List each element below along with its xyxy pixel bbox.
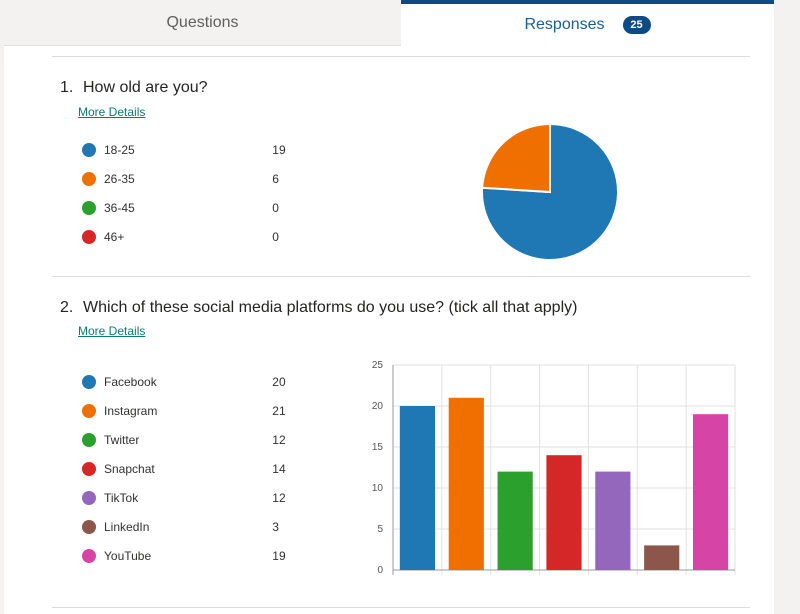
legend-label: 46+: [104, 230, 125, 244]
question-2-number: 2.: [60, 299, 74, 316]
question-1-title: 1. How old are you?: [60, 79, 208, 97]
legend-count: 19: [272, 143, 286, 157]
window-frame-left: [0, 0, 4, 614]
legend-count: 0: [272, 201, 279, 215]
legend-item: TikTok 12: [82, 488, 302, 508]
legend-dot: [82, 491, 96, 505]
section-divider: [52, 276, 750, 277]
legend-count: 21: [272, 404, 286, 418]
legend-count: 0: [272, 230, 279, 244]
legend-dot: [82, 375, 96, 389]
legend-item: Twitter 12: [82, 430, 302, 450]
legend-count: 3: [272, 520, 279, 534]
legend-item: 46+ 0: [82, 227, 302, 247]
tab-questions[interactable]: Questions: [4, 0, 401, 46]
legend-label: 18-25: [104, 143, 135, 157]
legend-item: 36-45 0: [82, 198, 302, 218]
legend-count: 20: [272, 375, 286, 389]
legend-item: Instagram 21: [82, 401, 302, 421]
legend-count: 6: [272, 172, 279, 186]
bar-Facebook: [399, 406, 436, 570]
bar-YouTube: [692, 414, 729, 570]
bar-Instagram: [448, 397, 484, 570]
legend-label: LinkedIn: [104, 520, 150, 534]
legend-label: Facebook: [104, 375, 157, 389]
legend-item: YouTube 19: [82, 546, 302, 566]
bar-Twitter: [497, 471, 533, 570]
legend-label: TikTok: [104, 491, 139, 505]
section-divider: [52, 607, 750, 608]
legend-dot: [82, 549, 96, 563]
question-2-more-details-link[interactable]: More Details: [78, 324, 146, 338]
legend-dot: [82, 172, 96, 186]
y-tick-label: 10: [372, 483, 384, 494]
legend-item: 26-35 6: [82, 169, 302, 189]
legend-dot: [82, 201, 96, 215]
legend-dot: [82, 404, 96, 418]
legend-item: Snapchat 14: [82, 459, 302, 479]
question-2-text: Which of these social media platforms do…: [83, 299, 578, 316]
legend-label: 26-35: [104, 172, 135, 186]
legend-item: 18-25 19: [82, 140, 302, 160]
tab-responses-label: Responses: [524, 16, 605, 33]
legend-dot: [82, 230, 96, 244]
y-tick-label: 20: [372, 401, 384, 412]
legend-item: LinkedIn 3: [82, 517, 302, 537]
y-tick-label: 0: [377, 565, 383, 576]
legend-count: 19: [272, 549, 286, 563]
tab-bar: Questions Responses 25: [4, 0, 774, 46]
y-tick-label: 5: [377, 524, 383, 535]
tab-questions-label: Questions: [166, 13, 239, 31]
legend-label: Twitter: [104, 433, 140, 447]
y-tick-label: 25: [372, 360, 384, 371]
legend-count: 12: [272, 491, 286, 505]
legend-dot: [82, 520, 96, 534]
bar-TikTok: [595, 471, 631, 570]
legend-label: Instagram: [104, 404, 158, 418]
y-tick-label: 15: [372, 442, 384, 453]
tab-responses[interactable]: Responses 25: [401, 0, 774, 46]
question-1-more-details-link[interactable]: More Details: [78, 105, 146, 119]
legend-item: Facebook 20: [82, 372, 302, 392]
platforms-bar-chart: 0 5 10 15 20 25: [372, 360, 736, 576]
responses-count-badge: 25: [622, 16, 651, 34]
legend-dot: [82, 462, 96, 476]
question-1-text: How old are you?: [83, 79, 208, 96]
pie-slice-26-35: [481, 122, 551, 194]
bar-LinkedIn: [644, 545, 680, 570]
legend-dot: [82, 143, 96, 157]
bar-Snapchat: [546, 455, 582, 570]
question-2-title: 2. Which of these social media platforms …: [60, 299, 577, 317]
legend-count: 12: [272, 433, 286, 447]
legend-count: 14: [272, 462, 286, 476]
section-divider: [52, 56, 750, 57]
window-frame-right: [774, 0, 800, 614]
age-pie-chart: [481, 122, 619, 261]
legend-label: Snapchat: [104, 462, 155, 476]
legend-label: YouTube: [104, 549, 152, 563]
legend-dot: [82, 433, 96, 447]
question-1-number: 1.: [60, 79, 74, 96]
legend-label: 36-45: [104, 201, 135, 215]
